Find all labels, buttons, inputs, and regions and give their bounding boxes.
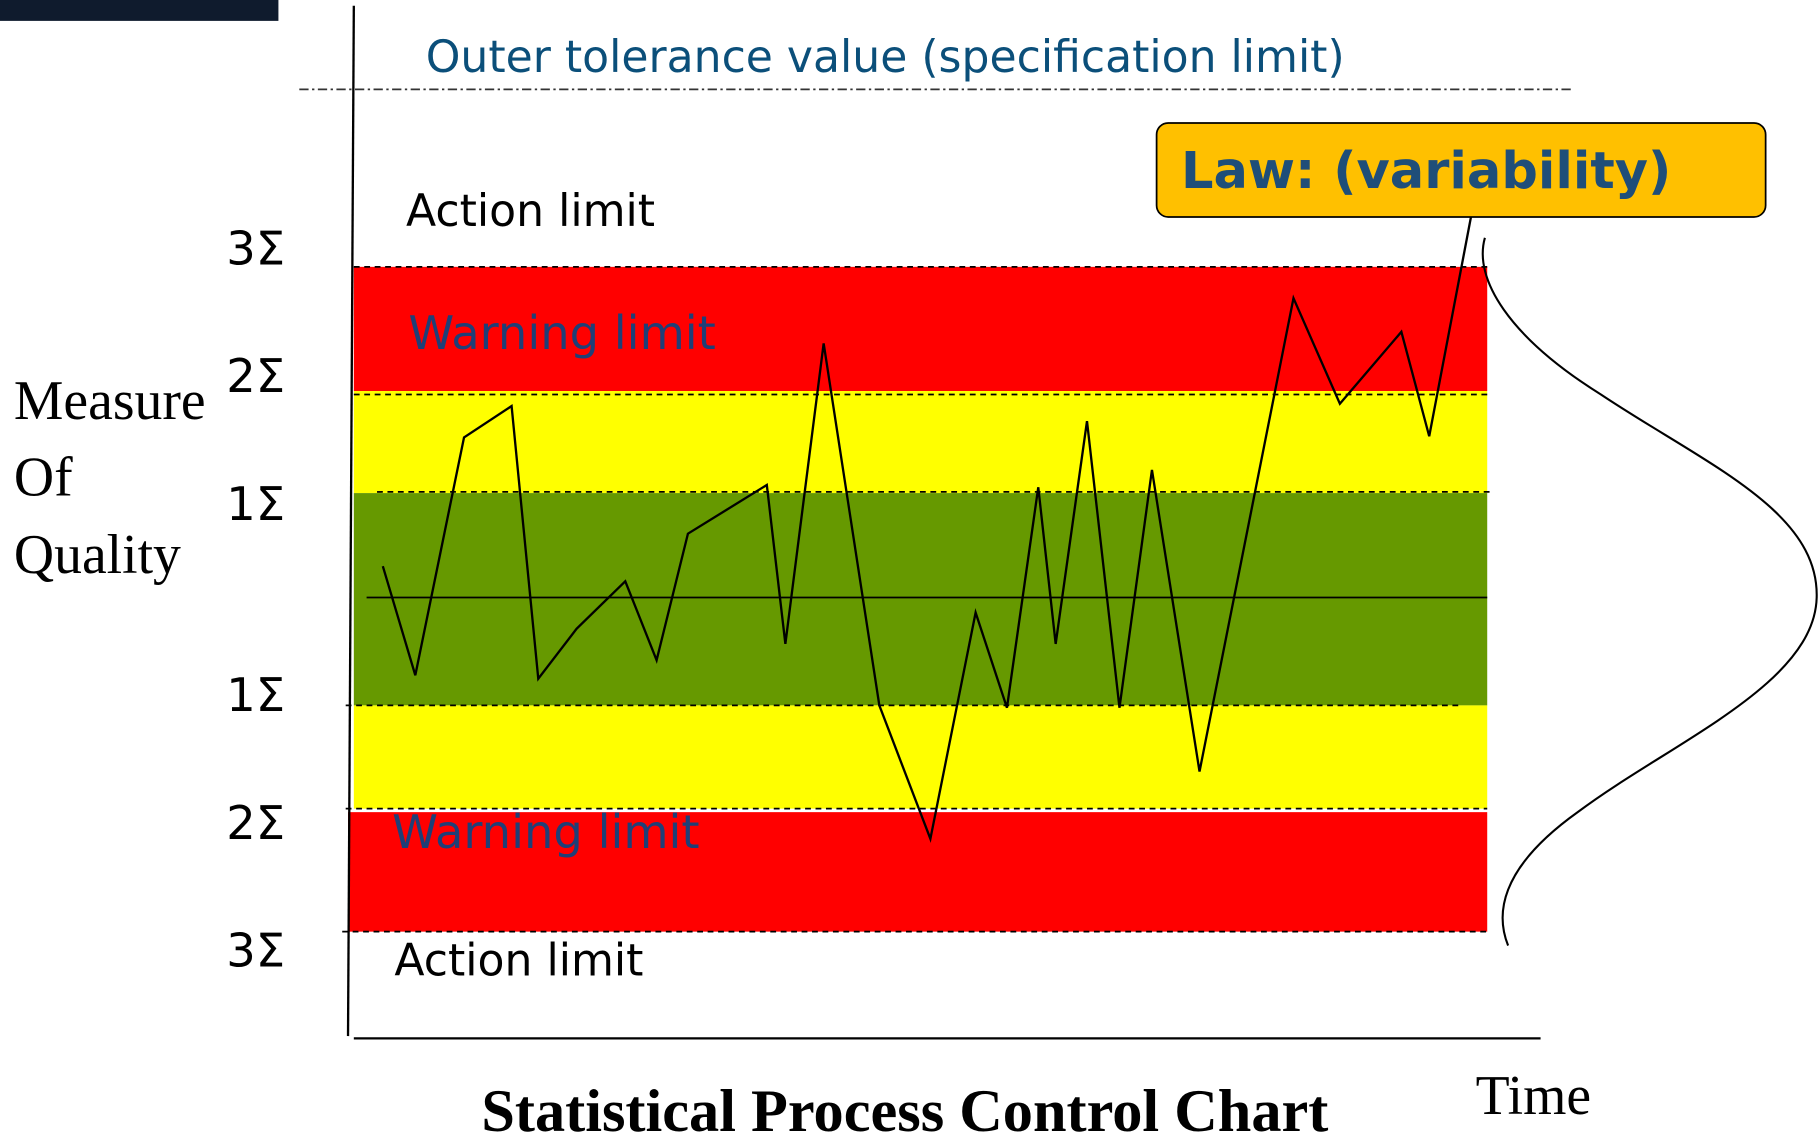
green-band [353, 493, 1488, 706]
sigma-label: 3Σ [226, 222, 285, 276]
yellow-band [353, 705, 1488, 809]
yellow-band [353, 390, 1488, 494]
bands [348, 266, 1488, 932]
spec-limit-label: Outer tolerance value (specification lim… [426, 32, 1345, 83]
process-line [381, 216, 1473, 843]
y-label-line: Measure [14, 370, 206, 432]
sigma-label: 2Σ [226, 349, 285, 403]
sigma-labels: 3Σ 2Σ 1Σ 1Σ 2Σ 3Σ [226, 222, 285, 978]
y-label: Measure Of Quality [14, 370, 206, 586]
warning-label: Warning limit [392, 805, 700, 859]
warning-label: Warning limit [408, 306, 716, 360]
callout-label: Law: (variability) [1181, 142, 1671, 201]
limit-lines [342, 265, 1495, 933]
sigma-label: 1Σ [226, 477, 285, 531]
sigma-label: 3Σ [226, 923, 285, 977]
callout-box [1155, 122, 1767, 218]
action-label: Action limit [406, 186, 655, 237]
y-axis [346, 5, 355, 1037]
red-band [353, 266, 1488, 391]
x-label: Time [1476, 1065, 1592, 1127]
corner-block [0, 0, 279, 21]
bell-curve [1481, 237, 1818, 946]
y-label-line: Of [14, 446, 73, 508]
sigma-label: 2Σ [226, 796, 285, 850]
red-band [348, 812, 1488, 932]
action-label: Action limit [394, 936, 643, 987]
y-label-line: Quality [14, 524, 181, 586]
title: Statistical Process Control Chart [481, 1078, 1328, 1137]
sigma-label: 1Σ [226, 668, 285, 722]
